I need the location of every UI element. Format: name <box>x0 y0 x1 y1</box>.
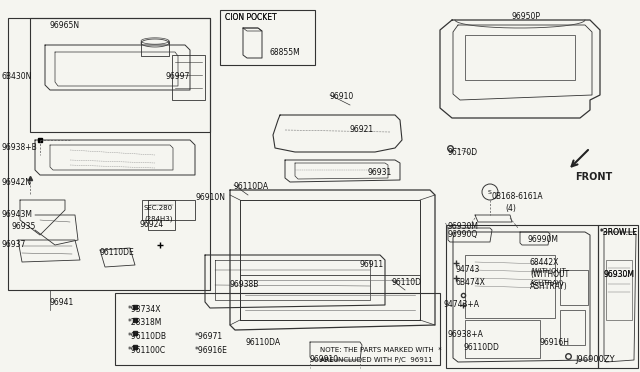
Bar <box>598 225 638 368</box>
Text: S: S <box>488 189 492 195</box>
Text: 96938+B: 96938+B <box>2 143 38 152</box>
Text: 96950P: 96950P <box>512 12 541 21</box>
Bar <box>115 293 440 365</box>
Bar <box>220 10 315 65</box>
Text: 96916H: 96916H <box>540 338 570 347</box>
Text: (4): (4) <box>505 204 516 213</box>
Text: 96930M: 96930M <box>448 222 479 231</box>
Text: 96997: 96997 <box>166 72 190 81</box>
Text: 94743+A: 94743+A <box>444 300 480 309</box>
Text: *28318M: *28318M <box>128 318 163 327</box>
Text: 6B430N: 6B430N <box>2 72 33 81</box>
Text: 96990Q: 96990Q <box>448 230 478 239</box>
Text: *3ROW.LE: *3ROW.LE <box>600 228 638 237</box>
Text: (284H3): (284H3) <box>144 216 173 222</box>
Text: ARE INCLUDED WITH P/C  96911: ARE INCLUDED WITH P/C 96911 <box>320 357 433 363</box>
Bar <box>8 18 210 290</box>
Bar <box>465 255 555 318</box>
Text: SEC.280: SEC.280 <box>144 205 173 211</box>
Text: ASHTRAY): ASHTRAY) <box>530 282 568 291</box>
Text: (WITHOUT: (WITHOUT <box>530 270 569 279</box>
Text: 96965N: 96965N <box>50 21 80 30</box>
Text: *96971: *96971 <box>195 332 223 341</box>
Text: 96911: 96911 <box>360 260 384 269</box>
Text: CION POCKET: CION POCKET <box>225 13 276 22</box>
Text: 96924: 96924 <box>140 220 164 229</box>
Text: 96942N: 96942N <box>2 178 32 187</box>
Text: (WITHOUT: (WITHOUT <box>530 268 566 275</box>
Text: 96938+A: 96938+A <box>448 330 484 339</box>
Text: 96110DA: 96110DA <box>245 338 280 347</box>
Text: ASHTRAY): ASHTRAY) <box>530 280 564 286</box>
Bar <box>560 270 588 305</box>
Bar <box>446 225 598 368</box>
Text: 68855M: 68855M <box>270 48 301 57</box>
Text: 96935: 96935 <box>12 222 36 231</box>
Text: 969910: 969910 <box>310 355 339 364</box>
Text: 96931: 96931 <box>368 168 392 177</box>
Text: 68442X: 68442X <box>530 258 559 267</box>
Text: 96910: 96910 <box>330 92 355 101</box>
Text: *3ROW.LE: *3ROW.LE <box>600 228 638 237</box>
Bar <box>465 35 575 80</box>
Text: J96900ZY: J96900ZY <box>575 355 614 364</box>
Text: 96930M: 96930M <box>604 270 635 279</box>
Text: *93734X: *93734X <box>128 305 161 314</box>
Bar <box>560 310 585 345</box>
Text: 96910N: 96910N <box>196 193 226 202</box>
Text: 96170D: 96170D <box>448 148 478 157</box>
Text: *961100C: *961100C <box>128 346 166 355</box>
Bar <box>465 320 540 358</box>
Text: 96110DD: 96110DD <box>464 343 500 352</box>
Text: 96938B: 96938B <box>230 280 259 289</box>
Text: NOTE: THE PARTS MARKED WITH  *: NOTE: THE PARTS MARKED WITH * <box>320 347 442 353</box>
Text: 96937: 96937 <box>2 240 26 249</box>
Text: 94743: 94743 <box>456 265 481 274</box>
Text: 96943M: 96943M <box>2 210 33 219</box>
Bar <box>148 200 175 230</box>
Bar <box>142 200 195 220</box>
Text: *96916E: *96916E <box>195 346 228 355</box>
Text: FRONT: FRONT <box>575 172 612 182</box>
Text: 96930M: 96930M <box>604 270 635 279</box>
Text: 96941: 96941 <box>50 298 74 307</box>
Text: 96990M: 96990M <box>528 235 559 244</box>
Text: 96110DA: 96110DA <box>234 182 269 191</box>
Text: 96110D: 96110D <box>392 278 422 287</box>
Text: 0B168-6161A: 0B168-6161A <box>492 192 543 201</box>
Bar <box>172 55 205 100</box>
Text: *96110DB: *96110DB <box>128 332 167 341</box>
Text: CION POCKET: CION POCKET <box>225 13 276 22</box>
Text: 96921: 96921 <box>350 125 374 134</box>
Text: 96110DE: 96110DE <box>100 248 135 257</box>
Bar <box>606 260 632 320</box>
Bar <box>30 18 210 132</box>
Text: 6B474X: 6B474X <box>456 278 486 287</box>
